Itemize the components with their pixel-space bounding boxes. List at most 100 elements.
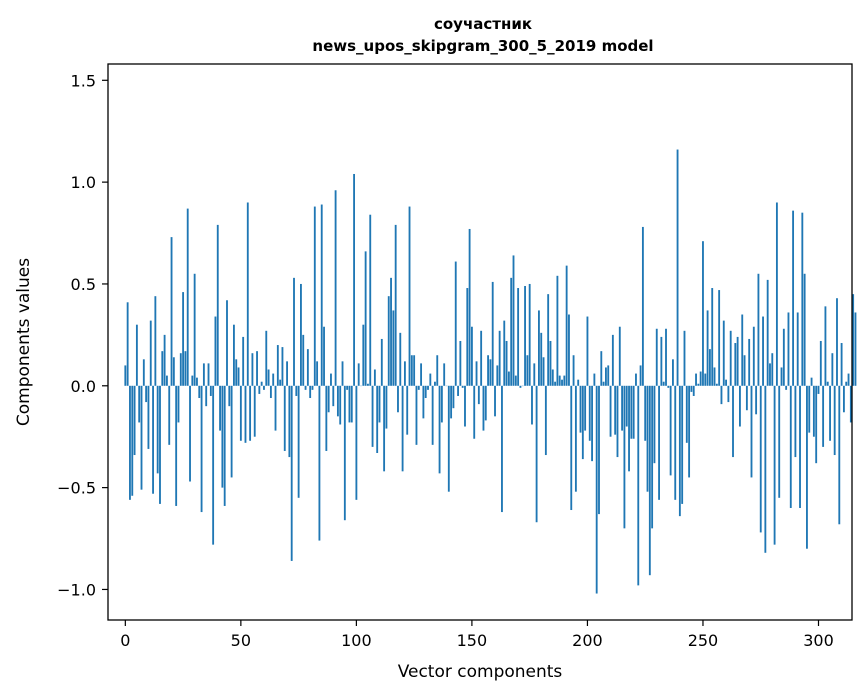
bar [480, 330, 483, 386]
x-tick-label: 300 [803, 631, 834, 650]
bar [789, 385, 792, 508]
bar [336, 385, 339, 417]
bar [563, 375, 566, 386]
bar [586, 316, 589, 386]
bar [325, 385, 328, 451]
bar [605, 367, 607, 386]
bar [334, 190, 337, 386]
bar [302, 334, 305, 386]
bar [126, 302, 129, 386]
bar [235, 359, 238, 386]
bar [186, 208, 189, 386]
bar [665, 328, 667, 386]
bar [639, 365, 642, 386]
bar [720, 385, 723, 405]
bar [702, 241, 704, 386]
bar [672, 359, 674, 386]
bar [364, 251, 367, 386]
bar [378, 385, 381, 423]
bar [230, 385, 233, 478]
bar [482, 385, 485, 431]
bar [179, 353, 182, 386]
y-tick-label: 1.0 [71, 173, 96, 192]
bar [725, 379, 727, 386]
bar [269, 385, 272, 399]
bar [762, 316, 764, 386]
bar [258, 385, 261, 394]
bar [306, 349, 309, 386]
bar [547, 294, 550, 386]
bar [283, 385, 286, 451]
bar [175, 385, 178, 506]
bar [801, 212, 804, 386]
bar [595, 385, 598, 594]
bar [403, 361, 406, 386]
bar [690, 385, 693, 392]
bar [392, 310, 395, 386]
bar [295, 385, 298, 396]
bar [727, 385, 730, 403]
bar [531, 385, 533, 425]
bar [290, 385, 293, 561]
bar [678, 385, 681, 517]
bar [279, 379, 282, 386]
bar [847, 373, 850, 386]
bar [293, 277, 295, 386]
bar [561, 379, 563, 386]
bar [249, 385, 252, 441]
bar [346, 385, 349, 390]
bar [427, 385, 429, 390]
bar [288, 385, 291, 458]
bar [387, 296, 390, 386]
bar [646, 385, 649, 492]
bar [535, 385, 538, 523]
bar [196, 377, 198, 386]
bar [759, 385, 762, 533]
bar [461, 385, 464, 388]
bar [436, 355, 439, 386]
bar [602, 381, 605, 386]
bar [517, 288, 520, 386]
bar [330, 373, 332, 386]
bar [819, 340, 822, 386]
bar [212, 385, 215, 545]
bar [697, 383, 700, 386]
bar [184, 351, 187, 386]
bar [496, 365, 499, 386]
bar [637, 385, 640, 586]
bar [764, 385, 767, 553]
bar [242, 336, 245, 386]
bar [161, 351, 164, 386]
bar [803, 273, 806, 386]
bar [542, 357, 545, 386]
bar [792, 210, 795, 386]
bar [316, 361, 319, 386]
bar [265, 330, 268, 386]
bar [487, 355, 490, 386]
bar [473, 385, 476, 439]
y-tick-label: 0.0 [71, 377, 96, 396]
bar [621, 385, 624, 431]
bar [609, 385, 612, 437]
bar [343, 385, 346, 521]
y-tick-label: 1.5 [71, 71, 96, 90]
bar [655, 328, 658, 386]
bar [202, 363, 205, 386]
bar [741, 314, 744, 386]
bar [309, 385, 312, 399]
bar [443, 363, 446, 386]
bar [152, 385, 154, 494]
bar [630, 385, 633, 439]
bar [159, 385, 161, 504]
bar [510, 277, 513, 386]
bar [662, 381, 665, 386]
bar [286, 361, 288, 386]
bar [722, 320, 725, 386]
bar [787, 312, 790, 386]
x-tick-label: 0 [120, 631, 130, 650]
bar [824, 306, 827, 386]
bar [434, 381, 436, 386]
bar [422, 385, 425, 419]
bar [598, 385, 600, 515]
